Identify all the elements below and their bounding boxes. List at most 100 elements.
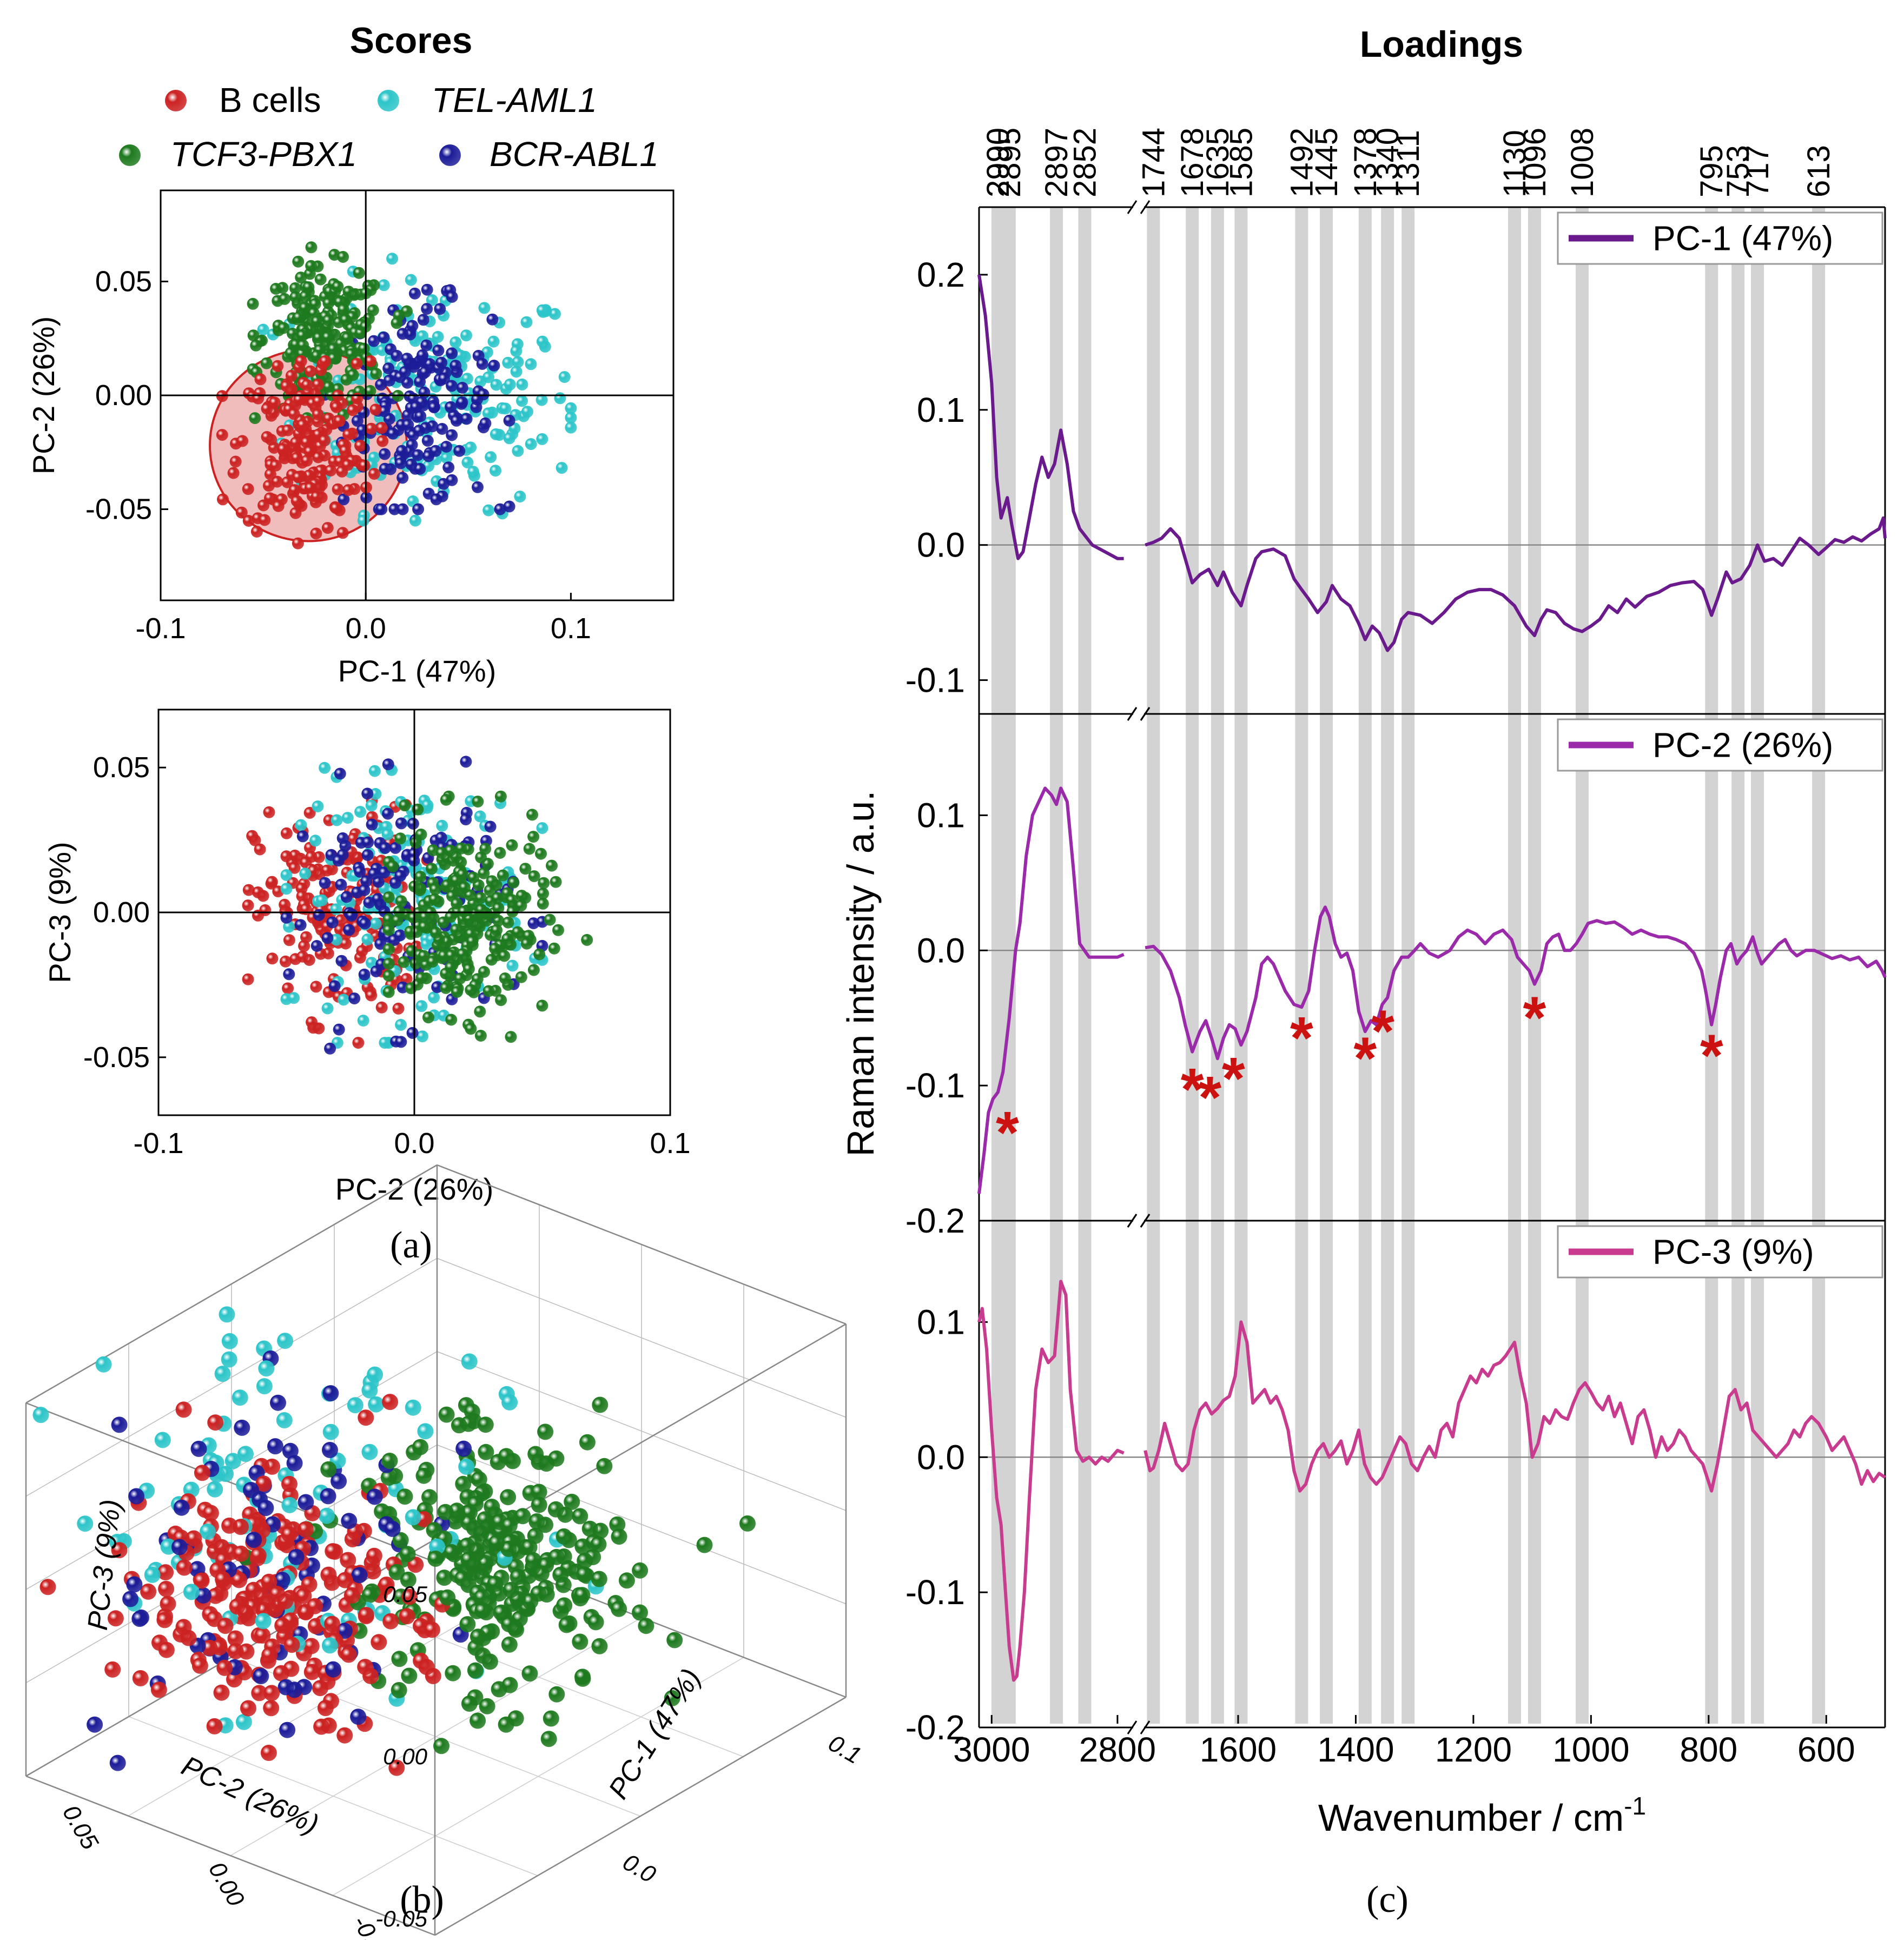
point-tel-aml1 [224,1453,241,1469]
legend-label-pc1: PC-1 (47%) [1652,219,1833,258]
loading-line-pc1-high [977,274,1124,560]
band-2852 [1078,207,1092,1724]
point-bcr-abl1 [279,1721,296,1738]
point-bcr-abl1 [382,362,395,375]
point-tcf3-pbx1 [556,1597,573,1614]
point-bcr-abl1 [456,396,468,408]
band-label: 2990 [981,128,1016,197]
scores-legend: B cells TEL-AML1 TCF3-PBX1 BCR-ABL1 [119,81,659,174]
point-bcr-abl1 [257,1500,274,1517]
point-b-cells [242,483,254,495]
point-bcr-abl1 [326,916,339,929]
point-bcr-abl1 [366,1488,383,1505]
point-tcf3-pbx1 [552,924,564,936]
point-tcf3-pbx1 [296,329,309,342]
point-b-cells [342,484,355,496]
point-tcf3-pbx1 [337,251,349,263]
point-tel-aml1 [341,812,354,824]
point-b-cells [325,1543,341,1560]
y-tick-label: -0.2 [905,1708,965,1747]
point-tcf3-pbx1 [338,303,349,316]
point-bcr-abl1 [438,373,450,385]
point-tcf3-pbx1 [438,1406,455,1423]
point-bcr-abl1 [394,929,406,942]
point-bcr-abl1 [246,1532,262,1548]
legend-marker-bcr-abl1 [439,144,461,166]
point-tel-aml1 [338,994,350,1006]
point-tel-aml1 [428,991,440,1004]
point-b-cells [254,373,267,386]
band-1450 [1320,207,1333,1724]
point-tel-aml1 [295,819,307,831]
point-bcr-abl1 [389,842,401,854]
point-tcf3-pbx1 [292,255,305,268]
point-tcf3-pbx1 [632,1562,649,1579]
point-bcr-abl1 [412,503,425,515]
point-tcf3-pbx1 [531,1484,547,1500]
point-tcf3-pbx1 [495,994,507,1007]
point-tcf3-pbx1 [538,877,550,889]
point-bcr-abl1 [435,831,447,844]
pc1-tick-label: 0.0 [618,1849,660,1888]
point-tel-aml1 [417,1423,434,1440]
point-b-cells [319,355,332,367]
point-tcf3-pbx1 [550,876,562,888]
point-tcf3-pbx1 [471,1471,487,1488]
point-bcr-abl1 [396,328,409,340]
point-tel-aml1 [474,810,486,823]
point-tel-aml1 [367,1366,384,1383]
point-tcf3-pbx1 [340,373,353,386]
point-b-cells [283,1637,300,1653]
point-b-cells [186,1530,202,1547]
point-tcf3-pbx1 [477,1416,494,1433]
point-tel-aml1 [299,868,312,880]
point-tcf3-pbx1 [270,283,282,295]
point-b-cells [388,1759,405,1776]
significance-asterisk: * [1222,1045,1245,1112]
point-tcf3-pbx1 [484,884,496,897]
y-tick-label: -0.1 [905,1066,965,1105]
axis-break-mark [1127,1720,1138,1734]
legend-label-b-cells: B cells [219,81,321,120]
point-b-cells [358,1607,374,1624]
point-tel-aml1 [321,1002,334,1015]
point-b-cells [236,435,249,447]
loadings-xlabel: Wavenumber / cm-1 [1318,1792,1646,1839]
point-tcf3-pbx1 [531,1497,547,1513]
point-tcf3-pbx1 [287,328,299,340]
point-bcr-abl1 [109,1754,126,1771]
point-b-cells [307,1618,324,1634]
point-b-cells [158,1580,175,1597]
point-tel-aml1 [280,869,293,881]
point-tcf3-pbx1 [502,916,514,929]
point-bcr-abl1 [430,493,442,506]
point-tcf3-pbx1 [666,1632,683,1648]
point-b-cells [252,392,265,405]
point-b-cells [292,537,304,549]
point-b-cells [324,1615,341,1632]
point-b-cells [297,1521,314,1538]
point-tel-aml1 [347,1397,363,1414]
point-tel-aml1 [319,762,331,774]
point-tel-aml1 [405,1509,421,1526]
legend-label-pc2: PC-2 (26%) [1652,726,1833,765]
point-tcf3-pbx1 [299,290,312,302]
point-bcr-abl1 [446,474,458,486]
pc2-tick-label: 0.00 [203,1857,250,1911]
y-tick-label: 0.1 [917,1302,965,1341]
point-bcr-abl1 [396,472,409,484]
point-tcf3-pbx1 [499,972,511,984]
point-b-cells [175,1619,192,1636]
point-tcf3-pbx1 [457,868,469,880]
point-tcf3-pbx1 [611,1600,627,1617]
grid-line [25,1257,438,1497]
point-tcf3-pbx1 [505,1031,517,1043]
point-tcf3-pbx1 [547,1501,564,1518]
significance-asterisk: * [1700,1023,1723,1089]
point-tcf3-pbx1 [506,894,518,906]
point-tel-aml1 [405,1399,421,1416]
band-label: 613 [1801,145,1836,197]
box-edge [437,1164,847,1325]
point-tel-aml1 [565,402,577,414]
band-1346 [1381,207,1394,1724]
